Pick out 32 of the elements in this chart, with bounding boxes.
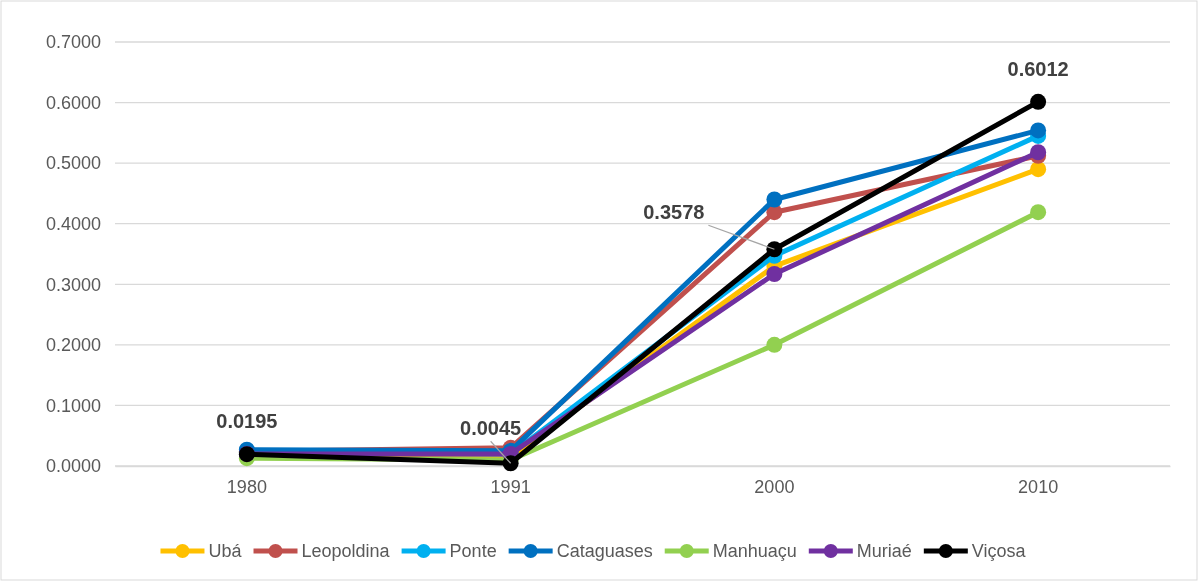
- legend-label: Ponte: [449, 541, 497, 561]
- legend-label: Leopoldina: [301, 541, 391, 561]
- data-label: 0.3578: [643, 201, 705, 224]
- legend-label: Ubá: [208, 541, 243, 561]
- point: [766, 265, 783, 282]
- data-label: 0.0045: [460, 417, 522, 440]
- y-tick-label: 0.7000: [45, 32, 101, 53]
- data-label: 0.6012: [1007, 57, 1069, 80]
- point: [766, 241, 783, 258]
- y-tick-label: 0.3000: [45, 274, 101, 295]
- data-label: 0.0195: [216, 410, 278, 433]
- point: [1030, 93, 1047, 110]
- y-tick-label: 0.4000: [45, 213, 101, 234]
- y-tick-label: 0.2000: [45, 335, 101, 356]
- x-tick-label: 2000: [754, 476, 795, 497]
- x-tick-label: 1980: [226, 476, 267, 497]
- legend-label: Manhuaçu: [712, 541, 797, 561]
- point: [766, 336, 783, 353]
- x-tick-label: 2010: [1018, 476, 1059, 497]
- y-tick-label: 0.6000: [45, 92, 101, 113]
- point: [502, 455, 519, 472]
- legend-label: Viçosa: [971, 541, 1027, 561]
- point: [766, 191, 783, 208]
- legend-label: Cataguases: [556, 541, 653, 561]
- x-tick-label: 1991: [490, 476, 531, 497]
- legend-label: Muriaé: [856, 541, 912, 561]
- y-tick-label: 0.1000: [45, 395, 101, 416]
- y-tick-label: 0.5000: [45, 153, 101, 174]
- point: [1030, 161, 1047, 178]
- point: [1030, 122, 1047, 139]
- point: [1030, 204, 1047, 221]
- y-tick-label: 0.0000: [45, 456, 101, 477]
